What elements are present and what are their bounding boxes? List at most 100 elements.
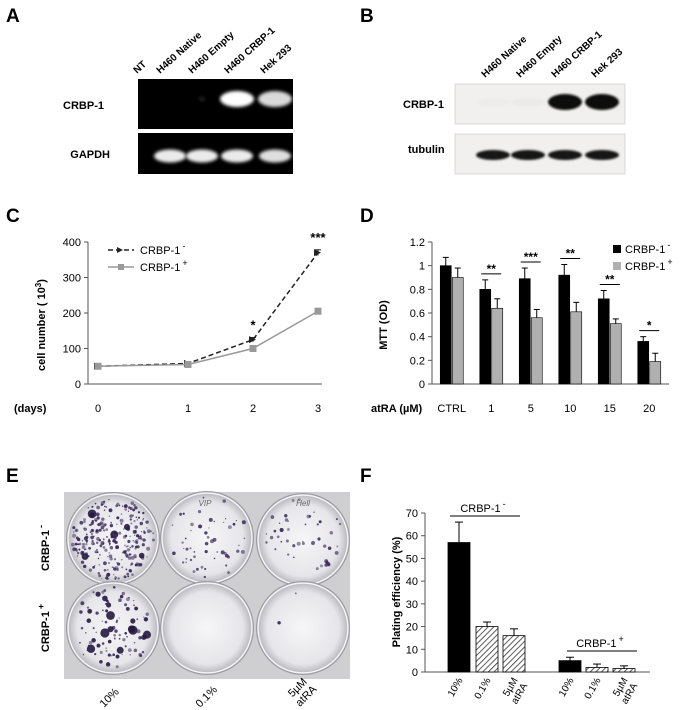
d-xunit: atRA (µM) (371, 403, 422, 415)
colony (108, 554, 113, 558)
colony (301, 540, 304, 543)
petri-dishes: VIP Hell (66, 491, 350, 675)
colony-large (116, 646, 124, 654)
c-legend-marker-minus (117, 247, 123, 253)
colony (278, 522, 281, 525)
e-row-label-minus: CRBP-1 - (36, 525, 52, 571)
colony (287, 553, 290, 556)
d-bar (479, 289, 492, 385)
colony (195, 567, 199, 571)
f-ytick-label: 50 (406, 553, 418, 565)
colony (208, 527, 210, 529)
colony (109, 546, 114, 550)
c-series-line (97, 252, 319, 367)
f-xtick-label: 10% (557, 676, 577, 699)
colony (94, 550, 98, 554)
colony (76, 555, 79, 557)
colony (327, 546, 332, 550)
colony (137, 516, 141, 519)
colony (129, 506, 133, 511)
colony (146, 527, 148, 529)
d-xtick-label: CTRL (437, 403, 466, 415)
colony (224, 553, 229, 558)
f-ytick-label: 60 (406, 531, 418, 543)
colony (134, 506, 138, 510)
colony-large (86, 618, 92, 623)
f-xtick-label: 0.1% (473, 676, 494, 701)
colony (181, 541, 184, 544)
colony (135, 545, 138, 548)
colony (102, 529, 105, 531)
f-group-label-plus: CRBP-1 + (576, 634, 624, 650)
colony (119, 594, 124, 599)
colony (235, 519, 238, 522)
colony (304, 523, 307, 526)
gel-band-crbp1 (258, 91, 292, 107)
colony (103, 561, 107, 566)
colony (85, 632, 87, 634)
colony (114, 629, 118, 633)
colony (81, 545, 86, 550)
colony (285, 539, 289, 543)
colony (91, 506, 93, 508)
colony (105, 505, 108, 508)
d-ytick-label: 1.2 (410, 237, 425, 249)
colony (114, 566, 119, 571)
colony (270, 515, 275, 519)
colony (118, 633, 122, 637)
gel-band-gapdh (186, 149, 218, 163)
c-significance: *** (310, 230, 326, 245)
e-row-label-plus: CRBP-1 + (36, 604, 52, 652)
f-bar (585, 667, 609, 673)
colony (107, 569, 109, 571)
colony (116, 516, 120, 520)
c-ytick-label: 100 (63, 344, 81, 356)
c-ylabel-end: ) (36, 279, 48, 283)
colony (133, 534, 136, 536)
colony-large (86, 644, 96, 653)
d-ytick-label: 0.4 (410, 332, 425, 344)
colony (98, 574, 102, 578)
colony (101, 609, 104, 612)
colony (240, 549, 245, 554)
colony (210, 539, 214, 544)
colony (136, 618, 139, 621)
colony (88, 640, 93, 645)
colony (130, 562, 134, 566)
colony (127, 539, 131, 544)
colony (83, 527, 87, 531)
colony (284, 518, 289, 522)
colony (334, 550, 339, 555)
colony (103, 568, 107, 572)
d-legend-tag: CRBP-1 (625, 244, 665, 256)
dish-lid-mark: VIP (199, 499, 213, 508)
colony (128, 553, 131, 556)
colony (101, 642, 105, 645)
colony (112, 573, 115, 576)
colony (75, 536, 79, 540)
colony (72, 526, 76, 530)
panel-letter-a: A (6, 6, 20, 27)
c-xtick-label: 0 (95, 403, 101, 415)
colony (93, 543, 95, 545)
colony (98, 528, 102, 532)
colony (110, 654, 113, 657)
colony (125, 568, 128, 571)
f-group-plus: CRBP-1 + (567, 634, 637, 652)
colony (150, 530, 152, 533)
d-bar (439, 265, 452, 385)
colony (185, 547, 189, 551)
e-col-label: 5µMatRA (285, 675, 320, 710)
colony (99, 650, 103, 654)
colony (97, 557, 100, 560)
c-significance: * (250, 317, 256, 332)
colony (222, 521, 225, 524)
colony (265, 541, 268, 544)
d-bar (609, 323, 622, 385)
panel-letter-d: D (360, 206, 374, 227)
colony (320, 564, 323, 568)
c-ytick-label: 0 (75, 379, 81, 391)
f-bar (475, 626, 499, 673)
d-legend-sup: - (667, 240, 670, 250)
